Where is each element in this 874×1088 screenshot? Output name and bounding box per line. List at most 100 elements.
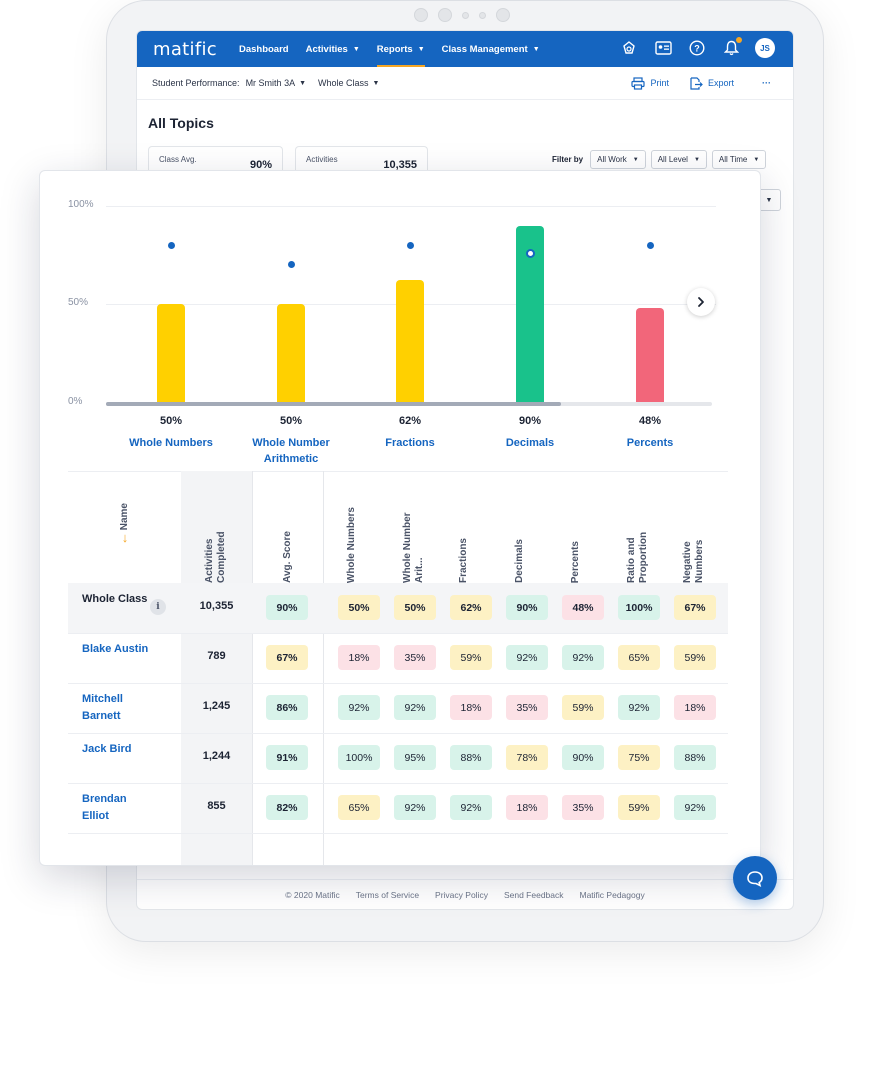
more-options-button[interactable]: ··· [762, 78, 771, 88]
topic-score-pill[interactable]: 18% [674, 695, 716, 720]
bar-category-link[interactable]: Whole Numbers [129, 437, 213, 449]
export-button[interactable]: Export [689, 76, 734, 90]
footer-link[interactable]: Send Feedback [503, 889, 564, 900]
chart-bar[interactable] [396, 280, 424, 402]
topic-score-pill[interactable]: 59% [450, 645, 492, 670]
chart-bar[interactable] [277, 304, 305, 402]
student-name-link[interactable]: Jack Bird [82, 743, 132, 755]
column-header-topic[interactable]: Decimals [499, 471, 555, 583]
topic-score-pill[interactable]: 90% [506, 595, 548, 620]
topic-score-pill[interactable]: 59% [674, 645, 716, 670]
topic-score-pill[interactable]: 65% [618, 645, 660, 670]
topic-score-pill[interactable]: 92% [394, 795, 436, 820]
column-header-topic[interactable]: Ratio and Proportion [611, 471, 667, 583]
info-icon[interactable]: i [150, 599, 166, 615]
id-card-icon[interactable] [653, 38, 673, 58]
bar-category-link[interactable]: Decimals [505, 437, 555, 449]
topic-score-pill[interactable]: 59% [562, 695, 604, 720]
bar-category-link[interactable]: Percents [626, 437, 674, 449]
topic-score-pill[interactable]: 78% [506, 745, 548, 770]
student-name-link[interactable]: Brendan Elliot [82, 793, 127, 822]
camera-dot [479, 11, 486, 19]
topic-score-pill[interactable]: 35% [394, 645, 436, 670]
footer-link[interactable]: Privacy Policy [435, 889, 488, 900]
teacher-select[interactable]: Mr Smith 3A ▼ [246, 78, 306, 88]
print-button[interactable]: Print [631, 76, 669, 90]
nav-reports[interactable]: Reports ▼ [376, 31, 425, 67]
topic-score-pill[interactable]: 75% [618, 745, 660, 770]
topic-score-pill[interactable]: 18% [450, 695, 492, 720]
topic-score-pill[interactable]: 67% [674, 595, 716, 620]
topic-score-pill[interactable]: 100% [618, 595, 660, 620]
student-name-link[interactable]: Blake Austin [82, 643, 149, 655]
column-header-topic[interactable]: Fractions [443, 471, 499, 583]
column-header-name[interactable]: Name ↓ [80, 471, 170, 583]
topic-score-pill[interactable]: 92% [618, 695, 660, 720]
nav-icons: ? JS [619, 37, 775, 58]
topic-score-pill[interactable]: 92% [506, 645, 548, 670]
user-avatar[interactable]: JS [755, 38, 775, 58]
topic-score-pill[interactable]: 92% [450, 795, 492, 820]
nav-activities[interactable]: Activities ▼ [306, 31, 360, 67]
topic-score-pill[interactable]: 92% [562, 645, 604, 670]
topic-score-pill[interactable]: 18% [338, 645, 380, 670]
class-select[interactable]: Whole Class ▼ [318, 78, 379, 88]
chevron-right-icon [698, 297, 704, 307]
chart-bar[interactable] [157, 304, 185, 402]
topic-score-pill[interactable]: 50% [338, 595, 380, 620]
filter-time-value: All Time [718, 155, 748, 164]
topic-score-pill[interactable]: 62% [450, 595, 492, 620]
camera-dot [496, 8, 510, 22]
column-header-topic[interactable]: Percents [555, 471, 611, 583]
chat-button[interactable] [733, 856, 777, 900]
filter-work[interactable]: All Work ▼ [590, 150, 646, 169]
topic-score-pill[interactable]: 92% [338, 695, 380, 720]
footer-link[interactable]: Terms of Service [355, 889, 420, 900]
footer-link[interactable]: Matific Pedagogy [579, 889, 645, 900]
nav-label: Activities [305, 43, 348, 55]
activities-completed-value: 1,245 [202, 700, 231, 712]
bell-icon[interactable] [721, 37, 742, 58]
nav-class-management[interactable]: Class Management ▼ [442, 31, 540, 67]
gridline [106, 206, 716, 207]
export-label: Export [707, 78, 734, 88]
filter-level[interactable]: All Level ▼ [650, 150, 707, 169]
topic-score-pill[interactable]: 50% [394, 595, 436, 620]
student-name-link[interactable]: Mitchell Barnett [82, 693, 123, 722]
chart-next-button[interactable] [687, 288, 715, 316]
nav-dashboard[interactable]: Dashboard [239, 31, 289, 67]
filter-time[interactable]: All Time ▼ [711, 150, 767, 169]
column-header-activities[interactable]: Activities Completed [181, 471, 252, 583]
column-header-avg-score[interactable]: Avg. Score [252, 471, 323, 583]
topic-score-pill[interactable]: 35% [506, 695, 548, 720]
topic-score-pill[interactable]: 88% [450, 745, 492, 770]
topic-score-pill[interactable]: 92% [674, 795, 716, 820]
column-header-topic[interactable]: Negative Numbers [667, 471, 723, 583]
column-divider [323, 471, 324, 865]
bar-category-link[interactable]: Fractions [385, 437, 435, 449]
topic-score-pill[interactable]: 95% [394, 745, 436, 770]
topic-score-pill[interactable]: 92% [394, 695, 436, 720]
topic-score-pill[interactable]: 48% [562, 595, 604, 620]
topic-score-pill[interactable]: 100% [338, 745, 380, 770]
topic-score-pill[interactable]: 18% [506, 795, 548, 820]
bar-category-link[interactable]: Whole Number Arithmetic [252, 437, 330, 465]
topic-score-pill[interactable]: 88% [674, 745, 716, 770]
avg-score-pill: 67% [266, 645, 308, 670]
chart-scrollbar[interactable] [106, 402, 712, 406]
shapes-icon[interactable] [619, 38, 639, 58]
chart-bar[interactable] [636, 307, 664, 402]
whole-class-row: Whole Class i 10,355 90% 50% 50% 62% 90% 48% 100%… [68, 583, 728, 634]
matific-logo[interactable]: matific [153, 38, 217, 60]
chart-scrollbar-thumb[interactable] [106, 402, 561, 406]
filter-work-value: All Work [597, 155, 627, 164]
y-tick-label: 0% [68, 396, 83, 407]
help-icon[interactable]: ? [687, 38, 707, 58]
topic-score-pill[interactable]: 59% [618, 795, 660, 820]
topic-score-pill[interactable]: 90% [562, 745, 604, 770]
column-header-topic[interactable]: Whole Numbers [331, 471, 387, 583]
stat-card-activities: Activities 10,355 [295, 146, 428, 171]
topic-score-pill[interactable]: 65% [338, 795, 380, 820]
topic-score-pill[interactable]: 35% [562, 795, 604, 820]
column-header-topic[interactable]: Whole Number Arit... [387, 471, 443, 583]
